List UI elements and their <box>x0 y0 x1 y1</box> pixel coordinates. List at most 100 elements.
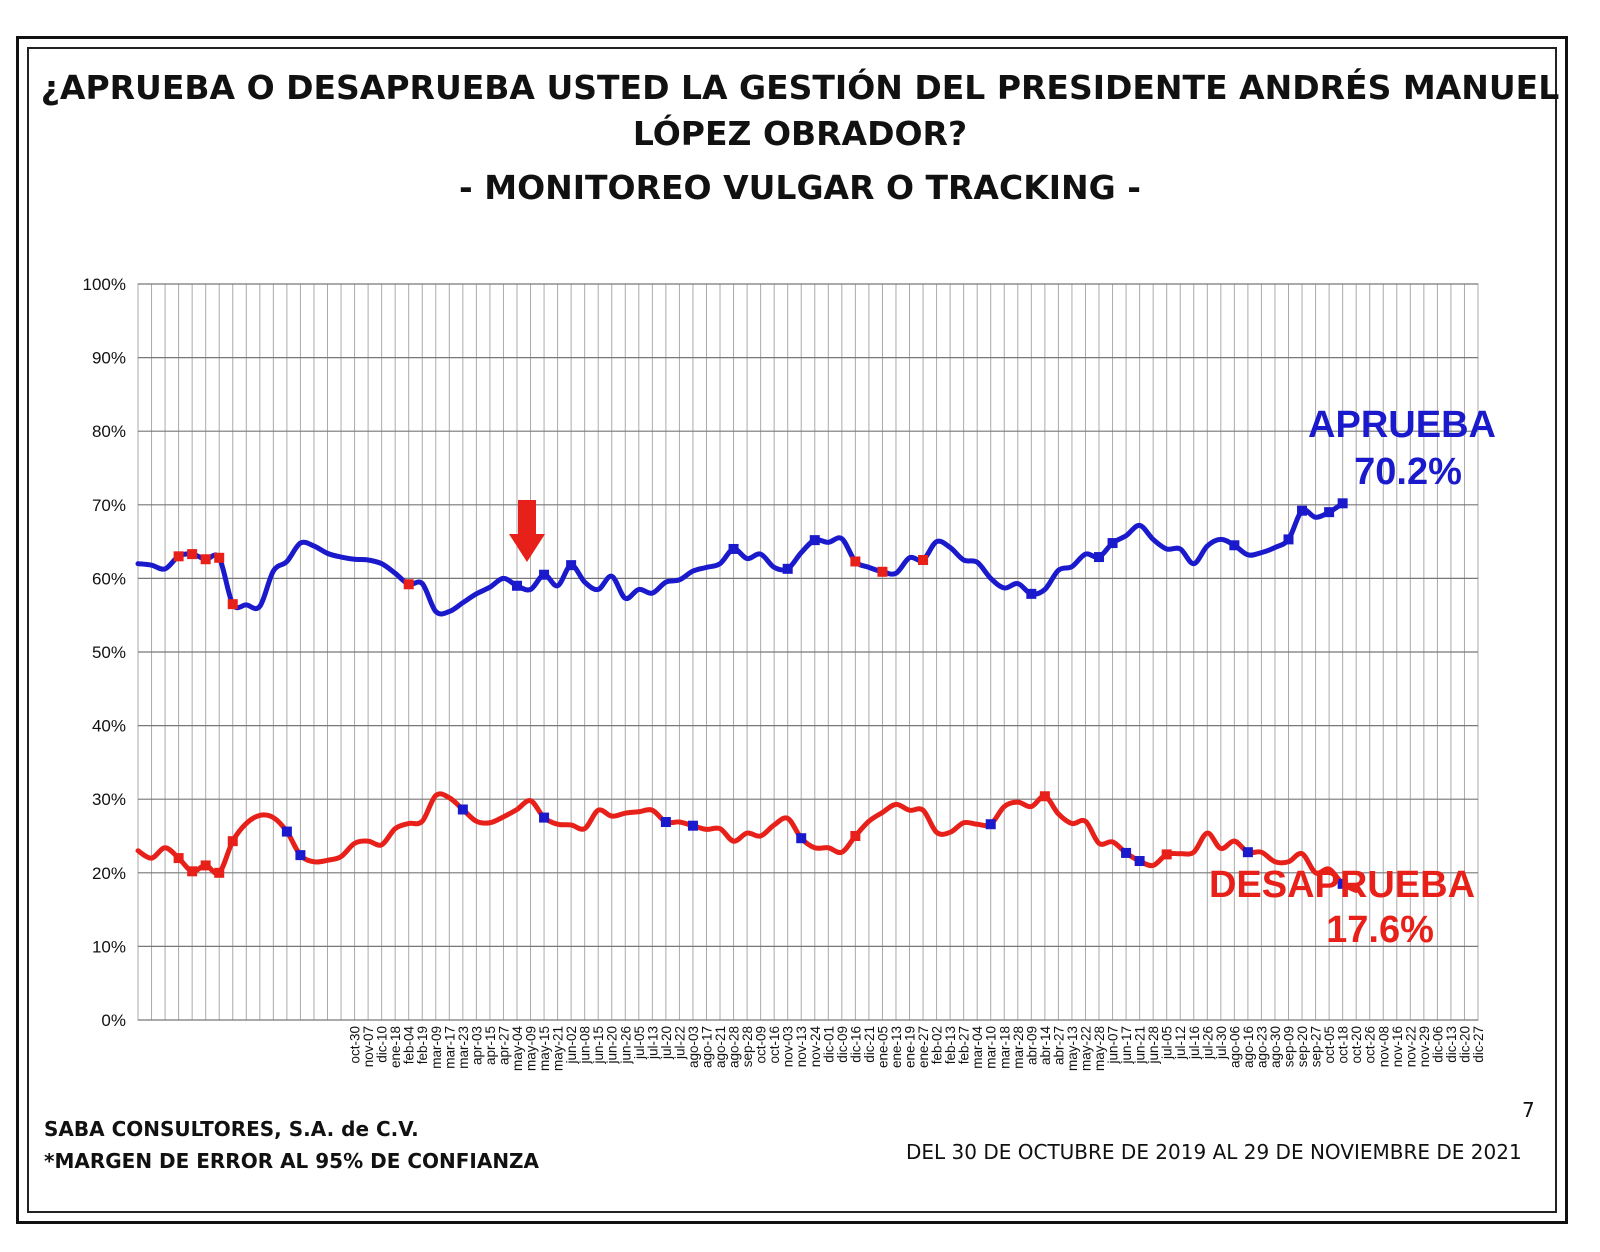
footer-company: SABA CONSULTORES, S.A. de C.V. <box>44 1117 419 1141</box>
data-point-marker <box>457 804 468 815</box>
x-tick-label: may-15 <box>537 1026 552 1071</box>
data-point-marker <box>539 569 550 580</box>
x-tick-label: mar-04 <box>970 1026 985 1069</box>
y-tick-label: 80% <box>92 422 126 441</box>
x-tick-label: may-04 <box>510 1026 525 1072</box>
x-tick-label: mar-28 <box>1011 1026 1026 1069</box>
x-tick-label: oct-18 <box>1336 1026 1351 1064</box>
y-tick-label: 60% <box>92 569 126 588</box>
x-tick-label: sep-09 <box>1282 1026 1297 1067</box>
footer-margin-note: *MARGEN DE ERROR AL 95% DE CONFIANZA <box>44 1149 540 1173</box>
x-tick-label: may-28 <box>1092 1026 1107 1071</box>
x-tick-label: dic-09 <box>835 1026 850 1063</box>
x-tick-label: may-09 <box>524 1026 539 1071</box>
data-point-marker <box>403 579 414 590</box>
x-tick-label: oct-16 <box>767 1026 782 1064</box>
x-tick-label: nov-24 <box>808 1026 823 1068</box>
x-tick-label: feb-19 <box>415 1026 430 1064</box>
x-tick-label: dic-16 <box>848 1026 863 1063</box>
x-tick-label: mar-18 <box>997 1026 1012 1069</box>
x-tick-label: dic-27 <box>1471 1026 1486 1063</box>
x-tick-label: jun-02 <box>564 1026 579 1065</box>
data-point-marker <box>511 580 522 591</box>
x-tick-label: mar-17 <box>442 1026 457 1069</box>
x-tick-label: jun-28 <box>1146 1026 1161 1065</box>
data-point-marker <box>1337 498 1348 509</box>
x-tick-label: jun-21 <box>1133 1026 1148 1065</box>
data-point-marker <box>985 819 996 830</box>
page-number: 7 <box>1522 1098 1535 1122</box>
data-point-marker <box>227 836 238 847</box>
x-tick-label: oct-09 <box>754 1026 769 1064</box>
data-point-marker <box>173 551 184 562</box>
y-tick-label: 100% <box>83 275 126 294</box>
series-desaprueba <box>135 791 1359 893</box>
chart-title-line1: ¿APRUEBA O DESAPRUEBA USTED LA GESTIÓN D… <box>40 68 1560 107</box>
x-tick-label: jun-17 <box>1119 1026 1134 1065</box>
x-tick-label: jul-16 <box>1187 1026 1202 1060</box>
data-point-marker <box>660 817 671 828</box>
horizontal-gridlines <box>138 283 1478 1021</box>
data-point-marker <box>281 826 292 837</box>
x-tick-label: jun-07 <box>1106 1026 1121 1065</box>
x-tick-label: feb-13 <box>943 1026 958 1064</box>
x-tick-label: feb-04 <box>402 1026 417 1065</box>
y-tick-label: 70% <box>92 496 126 515</box>
data-point-marker <box>728 543 739 554</box>
data-point-marker <box>1229 540 1240 551</box>
x-tick-label: ago-17 <box>699 1026 714 1068</box>
data-point-marker <box>200 860 211 871</box>
x-tick-label: oct-05 <box>1322 1026 1337 1064</box>
x-tick-label: abr-27 <box>1051 1026 1066 1065</box>
x-tick-label: jul-22 <box>672 1026 687 1060</box>
x-tick-label: jul-05 <box>1160 1026 1175 1060</box>
data-point-marker <box>1161 849 1172 860</box>
y-tick-label: 40% <box>92 717 126 736</box>
x-tick-label: jul-12 <box>1173 1026 1188 1060</box>
x-tick-label: dic-21 <box>862 1026 877 1063</box>
x-tick-label: ene-05 <box>875 1026 890 1068</box>
x-tick-label: apr-15 <box>483 1026 498 1065</box>
x-tick-label: abr-09 <box>1024 1026 1039 1065</box>
footer-date-range: DEL 30 DE OCTUBRE DE 2019 AL 29 DE NOVIE… <box>906 1140 1522 1164</box>
x-tick-label: nov-29 <box>1417 1026 1432 1067</box>
data-point-marker <box>1039 791 1050 802</box>
x-tick-label: mar-10 <box>984 1026 999 1069</box>
x-tick-label: nov-22 <box>1403 1026 1418 1067</box>
x-tick-label: oct-30 <box>348 1026 363 1064</box>
x-tick-label: jun-15 <box>591 1026 606 1065</box>
x-tick-label: ago-21 <box>713 1026 728 1068</box>
data-point-marker <box>566 560 577 571</box>
x-tick-label: nov-13 <box>794 1026 809 1067</box>
x-tick-label: jul-13 <box>645 1026 660 1060</box>
data-point-marker <box>850 556 861 567</box>
data-point-marker <box>918 555 929 565</box>
x-tick-label: sep-27 <box>1309 1026 1324 1067</box>
data-point-marker <box>850 831 861 841</box>
x-tick-label: jun-26 <box>618 1026 633 1065</box>
data-point-marker <box>539 812 550 823</box>
inner-frame <box>27 47 1557 1213</box>
series-aprueba <box>135 498 1348 617</box>
x-tick-label: ene-13 <box>889 1026 904 1068</box>
data-point-marker <box>782 563 793 574</box>
x-tick-label: mar-23 <box>456 1026 471 1069</box>
x-tick-label: apr-03 <box>469 1026 484 1065</box>
x-tick-label: mar-09 <box>429 1026 444 1069</box>
x-tick-label: oct-20 <box>1349 1026 1364 1064</box>
data-point-marker <box>1107 538 1118 549</box>
data-point-marker <box>1297 505 1308 516</box>
x-tick-label: jun-08 <box>578 1026 593 1065</box>
x-tick-label: dic-10 <box>375 1026 390 1063</box>
data-point-marker <box>1242 847 1253 858</box>
x-tick-label: ene-27 <box>916 1026 931 1068</box>
chart-title-line2: LÓPEZ OBRADOR? <box>632 114 968 153</box>
data-point-marker <box>809 535 820 546</box>
series-value-aprueba: 70.2% <box>1354 451 1462 493</box>
y-tick-label: 90% <box>92 349 126 368</box>
x-tick-label: jul-30 <box>1214 1026 1229 1060</box>
x-tick-label: ago-16 <box>1241 1026 1256 1068</box>
y-tick-label: 50% <box>92 643 126 662</box>
series-value-desaprueba: 17.6% <box>1326 909 1434 951</box>
x-tick-label: ago-28 <box>727 1026 742 1068</box>
